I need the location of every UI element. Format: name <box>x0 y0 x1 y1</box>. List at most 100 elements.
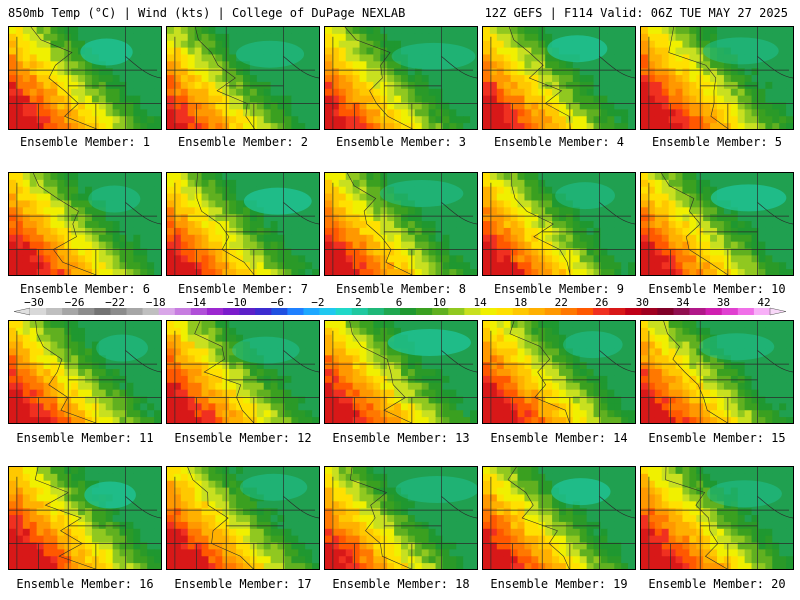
colorbar-swatch <box>367 308 385 315</box>
member-caption: Ensemble Member: 2 <box>177 135 309 149</box>
colorbar-swatch <box>528 308 546 315</box>
temperature-field <box>167 467 319 569</box>
temperature-field <box>325 321 477 423</box>
member-caption: Ensemble Member: 9 <box>493 282 625 296</box>
colorbar-swatch <box>223 308 240 315</box>
colorbar-swatch <box>30 308 47 315</box>
colorbar-tick-label: −30 <box>24 296 44 309</box>
temperature-field <box>167 173 319 275</box>
colorbar-swatch <box>689 308 706 315</box>
colorbar-swatch <box>142 308 159 315</box>
colorbar-tick-label: −14 <box>186 296 206 309</box>
temperature-field <box>483 467 635 569</box>
member-caption: Ensemble Member: 17 <box>174 577 312 591</box>
member-map-14 <box>482 320 636 424</box>
member-map-17 <box>166 466 320 570</box>
colorbar-tick-label: 30 <box>636 296 649 309</box>
member-caption: Ensemble Member: 4 <box>493 135 625 149</box>
colorbar-swatch <box>400 308 417 315</box>
temperature-field <box>9 27 161 129</box>
colorbar-tick-label: 10 <box>433 296 446 309</box>
temperature-field <box>325 173 477 275</box>
member-map-16 <box>8 466 162 570</box>
colorbar-swatch <box>753 308 771 315</box>
colorbar-swatch <box>416 308 433 315</box>
member-caption: Ensemble Member: 15 <box>648 431 786 445</box>
member-map-18 <box>324 466 478 570</box>
temperature-field <box>9 321 161 423</box>
member-caption: Ensemble Member: 16 <box>16 577 154 591</box>
colorbar-swatch <box>110 308 127 315</box>
member-caption: Ensemble Member: 1 <box>19 135 151 149</box>
colorbar-tick-label: −18 <box>146 296 166 309</box>
temperature-field <box>641 173 793 275</box>
colorbar-swatch <box>737 308 755 315</box>
member-map-19 <box>482 466 636 570</box>
colorbar-swatch <box>512 308 529 315</box>
temperature-field <box>483 321 635 423</box>
colorbar-swatch <box>593 308 610 315</box>
colorbar-swatch <box>62 308 79 315</box>
run-valid-time: 12Z GEFS | F114 Valid: 06Z TUE MAY 27 20… <box>484 6 788 20</box>
colorbar-swatch <box>158 308 176 315</box>
colorbar-tick-label: 26 <box>595 296 608 309</box>
member-map-9 <box>482 172 636 276</box>
colorbar-tick-label: 22 <box>555 296 568 309</box>
member-map-11 <box>8 320 162 424</box>
temperature-field <box>325 467 477 569</box>
colorbar-swatch <box>190 308 208 315</box>
member-map-5 <box>640 26 794 130</box>
colorbar-swatch <box>383 308 401 315</box>
member-map-13 <box>324 320 478 424</box>
colorbar-tick-label: 14 <box>473 296 487 309</box>
colorbar-swatch <box>657 308 674 315</box>
colorbar-swatch <box>705 308 723 315</box>
member-caption: Ensemble Member: 14 <box>490 431 628 445</box>
colorbar-swatch <box>206 308 224 315</box>
member-map-1 <box>8 26 162 130</box>
colorbar-tick-label: 42 <box>757 296 770 309</box>
colorbar-swatch <box>46 308 63 315</box>
colorbar-tick-label: −10 <box>227 296 247 309</box>
colorbar-tick-label: −2 <box>311 296 324 309</box>
member-map-20 <box>640 466 794 570</box>
colorbar-swatch <box>625 308 642 315</box>
colorbar-swatch <box>560 308 578 315</box>
member-map-6 <box>8 172 162 276</box>
colorbar-swatch <box>448 308 465 315</box>
colorbar-tick-label: 2 <box>355 296 362 309</box>
colorbar-swatch <box>721 308 739 315</box>
colorbar-max-arrow <box>769 307 787 316</box>
member-caption: Ensemble Member: 5 <box>651 135 783 149</box>
colorbar-swatch <box>255 308 272 315</box>
colorbar-tick-label: −26 <box>65 296 85 309</box>
colorbar-swatch <box>641 308 658 315</box>
member-caption: Ensemble Member: 12 <box>174 431 312 445</box>
colorbar-swatch <box>287 308 304 315</box>
colorbar-tick-label: 6 <box>396 296 403 309</box>
colorbar-swatch <box>335 308 353 315</box>
member-map-10 <box>640 172 794 276</box>
colorbar-swatch <box>239 308 256 315</box>
temperature-field <box>641 27 793 129</box>
temperature-field <box>483 173 635 275</box>
member-caption: Ensemble Member: 20 <box>648 577 786 591</box>
chart-title: 850mb Temp (°C) | Wind (kts) | College o… <box>8 6 406 20</box>
temperature-field <box>483 27 635 129</box>
temperature-field <box>167 27 319 129</box>
colorbar-swatch <box>271 308 288 315</box>
colorbar-tick-label: −6 <box>271 296 284 309</box>
colorbar-swatch <box>78 308 95 315</box>
member-map-4 <box>482 26 636 130</box>
member-caption: Ensemble Member: 8 <box>335 282 467 296</box>
member-map-2 <box>166 26 320 130</box>
temperature-field <box>641 467 793 569</box>
member-map-8 <box>324 172 478 276</box>
colorbar-swatch <box>319 308 336 315</box>
temperature-field <box>9 173 161 275</box>
colorbar-swatch <box>94 308 111 315</box>
member-map-3 <box>324 26 478 130</box>
temperature-colorbar: −30 −26 −22 −18 −14 −10 −6 −2 2 6 10 14 18 22 26 30 34 38… <box>13 296 787 316</box>
colorbar-swatch <box>432 308 449 315</box>
member-caption: Ensemble Member: 19 <box>490 577 628 591</box>
